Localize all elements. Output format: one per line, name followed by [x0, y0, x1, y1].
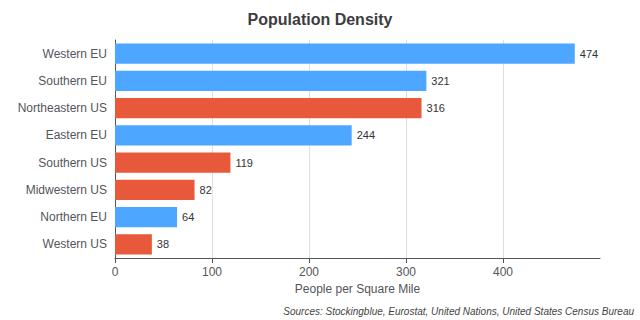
svg-text:474: 474	[580, 48, 598, 60]
svg-text:64: 64	[182, 211, 194, 223]
svg-text:200: 200	[299, 265, 319, 279]
svg-text:Northeastern US: Northeastern US	[18, 101, 107, 115]
svg-text:Southern EU: Southern EU	[38, 74, 107, 88]
svg-text:119: 119	[235, 157, 253, 169]
svg-text:400: 400	[493, 265, 513, 279]
svg-text:Population Density: Population Density	[248, 11, 393, 28]
svg-text:300: 300	[396, 265, 416, 279]
svg-text:38: 38	[157, 238, 169, 250]
svg-text:Sources: Stockingblue, Eurosta: Sources: Stockingblue, Eurostat, United …	[283, 306, 634, 317]
svg-text:100: 100	[202, 265, 222, 279]
svg-text:Western EU: Western EU	[43, 47, 107, 61]
svg-text:0: 0	[112, 265, 119, 279]
svg-text:82: 82	[200, 184, 212, 196]
svg-text:244: 244	[357, 129, 375, 141]
svg-text:Southern US: Southern US	[38, 156, 107, 170]
svg-text:Western US: Western US	[43, 237, 107, 251]
svg-text:People per Square Mile: People per Square Mile	[295, 282, 421, 296]
svg-text:316: 316	[427, 102, 445, 114]
svg-text:Eastern EU: Eastern EU	[46, 128, 107, 142]
svg-text:321: 321	[431, 75, 449, 87]
svg-text:Northern EU: Northern EU	[40, 210, 107, 224]
svg-text:Midwestern US: Midwestern US	[26, 183, 107, 197]
